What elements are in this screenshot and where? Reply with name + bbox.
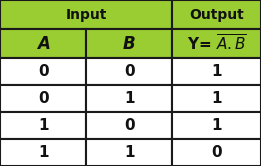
Bar	[0, 139, 86, 166]
Bar	[0, 85, 86, 112]
Bar	[172, 139, 261, 166]
Text: 0: 0	[38, 64, 48, 79]
Bar	[86, 29, 172, 58]
Bar	[172, 0, 261, 29]
Bar	[0, 29, 86, 58]
Text: 1: 1	[211, 64, 222, 79]
Bar	[86, 112, 172, 139]
Bar	[172, 58, 261, 85]
Text: 1: 1	[124, 145, 134, 160]
Bar	[86, 139, 172, 166]
Text: 1: 1	[211, 91, 222, 106]
Text: 0: 0	[124, 64, 134, 79]
Text: A: A	[37, 35, 50, 53]
Text: B: B	[123, 35, 135, 53]
Text: 1: 1	[38, 145, 48, 160]
Bar	[0, 0, 172, 29]
Text: Output: Output	[189, 7, 244, 22]
Text: 1: 1	[211, 118, 222, 133]
Text: 0: 0	[38, 91, 48, 106]
Text: 0: 0	[124, 118, 134, 133]
Bar	[172, 85, 261, 112]
Text: 1: 1	[124, 91, 134, 106]
Bar	[0, 58, 86, 85]
Bar	[86, 58, 172, 85]
Bar	[86, 85, 172, 112]
Bar	[0, 112, 86, 139]
Bar	[172, 112, 261, 139]
Text: 0: 0	[211, 145, 222, 160]
Text: Input: Input	[66, 7, 107, 22]
Bar	[172, 29, 261, 58]
Text: Y= $\overline{A.B}$: Y= $\overline{A.B}$	[187, 34, 247, 54]
Text: 1: 1	[38, 118, 48, 133]
